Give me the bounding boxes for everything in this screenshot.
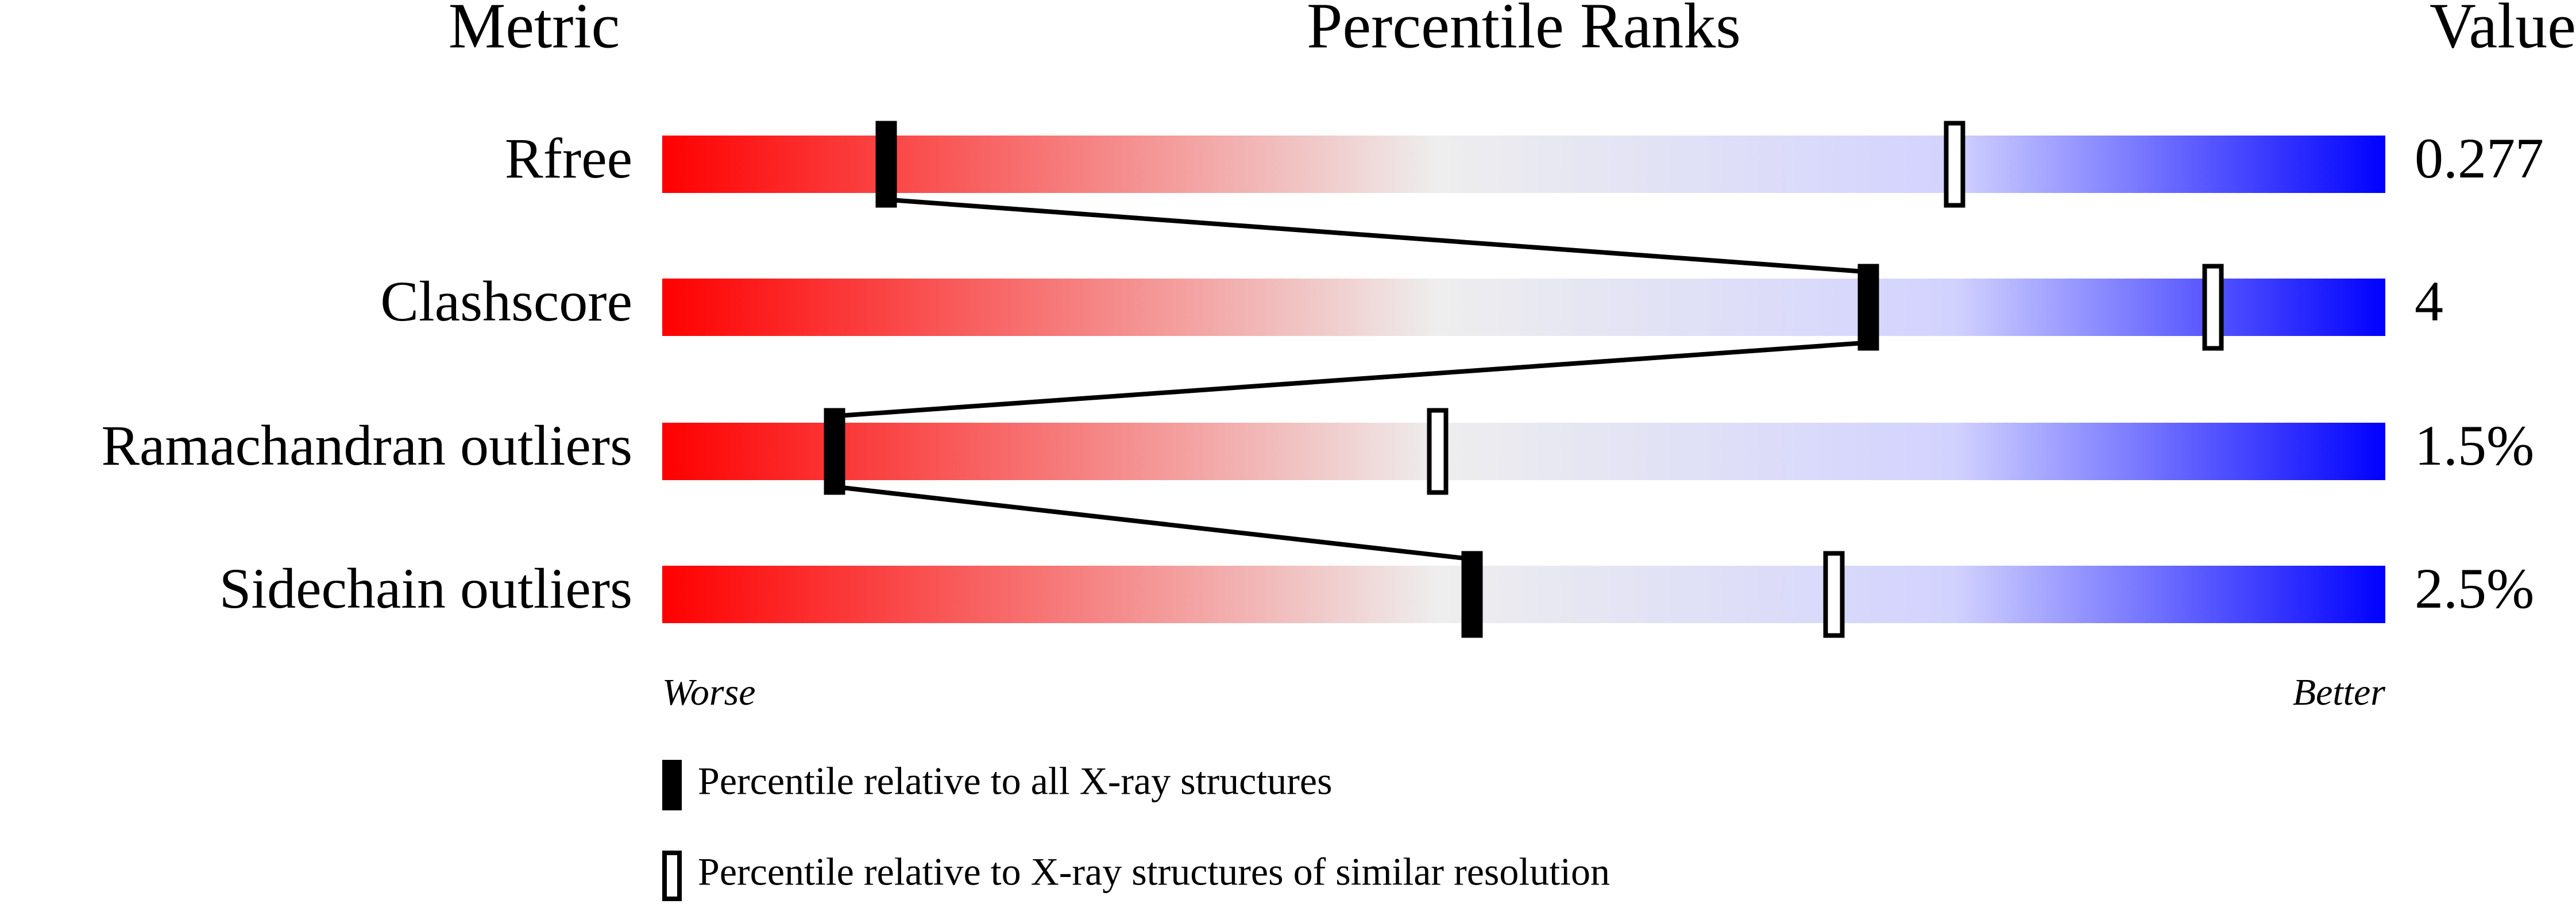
slider-bar bbox=[662, 566, 2385, 623]
metric-label: Rfree bbox=[505, 126, 632, 190]
header-percentile: Percentile Ranks bbox=[1307, 0, 1741, 62]
legend-label: Percentile relative to X-ray structures … bbox=[698, 850, 1610, 894]
axis-label-better: Better bbox=[2293, 671, 2386, 713]
metric-value: 0.277 bbox=[2415, 126, 2544, 190]
metric-value: 4 bbox=[2415, 269, 2443, 333]
marker-all bbox=[824, 408, 845, 495]
marker-similar bbox=[1823, 551, 1845, 638]
marker-similar bbox=[1427, 408, 1449, 495]
legend-swatch bbox=[662, 851, 682, 901]
metric-value: 2.5% bbox=[2415, 557, 2534, 620]
metric-label: Ramachandran outliers bbox=[101, 414, 632, 477]
axis-label-worse: Worse bbox=[662, 671, 756, 713]
metric-label: Clashscore bbox=[380, 269, 632, 333]
marker-all bbox=[1461, 551, 1483, 638]
marker-all bbox=[875, 121, 897, 208]
metric-value: 1.5% bbox=[2415, 414, 2534, 477]
connector bbox=[834, 484, 1473, 562]
header-value: Value bbox=[2430, 0, 2576, 62]
header-metric: Metric bbox=[449, 0, 620, 62]
marker-all bbox=[1857, 264, 1879, 351]
legend-label: Percentile relative to all X-ray structu… bbox=[698, 759, 1333, 803]
slider-bar bbox=[662, 136, 2385, 193]
metric-label: Sidechain outliers bbox=[219, 557, 632, 620]
connector bbox=[834, 340, 1869, 419]
slider-bar bbox=[662, 279, 2385, 336]
marker-similar bbox=[2202, 264, 2224, 351]
connector bbox=[886, 197, 1869, 275]
marker-similar bbox=[1944, 121, 1965, 208]
legend-swatch bbox=[662, 760, 682, 810]
slider-bar bbox=[662, 423, 2385, 480]
